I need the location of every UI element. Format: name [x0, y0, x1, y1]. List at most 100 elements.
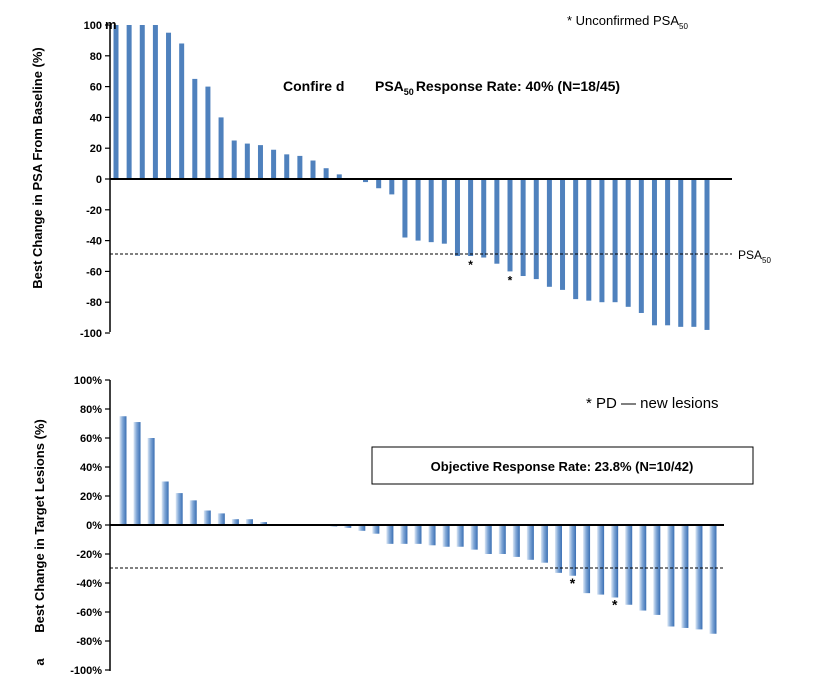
bar	[599, 179, 605, 303]
bar	[611, 525, 619, 598]
bottom-chart-y-ticks: 100% 80% 60% 40% 20% 0% -20% -40% -60% -80% -100%	[70, 375, 110, 677]
top-title-suffix: Response Rate: 40% (N=18/45)	[416, 78, 620, 94]
y-tick-label: 80	[90, 51, 102, 63]
bar	[625, 179, 631, 307]
top-chart-markers: **	[468, 258, 512, 287]
bar	[336, 174, 342, 179]
top-legend-note-sub: 50	[679, 22, 688, 31]
bar	[560, 179, 566, 290]
top-legend-note: * Unconfirmed PSA50	[567, 13, 688, 31]
unconfirmed-marker: *	[570, 575, 576, 591]
bar	[494, 179, 500, 264]
bar	[363, 179, 369, 183]
y-tick-label: -60%	[76, 607, 102, 619]
bar	[271, 149, 277, 179]
bar	[133, 422, 141, 525]
bar	[119, 416, 127, 525]
bar	[192, 78, 198, 179]
top-threshold-label-main: PSA	[738, 248, 762, 262]
bar	[203, 510, 211, 525]
bottom-title-box	[371, 446, 754, 485]
top-legend-note-text: * Unconfirmed PSA	[567, 13, 679, 28]
top-threshold-label: PSA50	[738, 248, 771, 265]
bar	[376, 179, 382, 189]
y-tick-label: -80%	[76, 636, 102, 648]
bar	[205, 86, 211, 179]
bar	[284, 154, 290, 179]
bar	[372, 525, 380, 534]
y-tick-label: -40%	[76, 578, 102, 590]
bottom-chart-markers: **	[570, 575, 618, 613]
bar	[533, 179, 539, 280]
bar	[569, 525, 577, 576]
bar	[586, 179, 592, 301]
y-tick-label: 0%	[86, 520, 102, 532]
y-tick-label: -100	[80, 328, 102, 340]
bottom-chart-bars	[119, 416, 717, 634]
bar	[139, 25, 145, 179]
bar	[218, 117, 224, 179]
bar	[297, 155, 303, 179]
bar	[468, 179, 474, 256]
bar	[470, 525, 478, 550]
bar	[231, 519, 239, 525]
bar	[520, 179, 526, 277]
bottom-y-axis-label-prefix: a	[32, 658, 47, 666]
bar	[113, 25, 119, 179]
y-tick-label: -20	[86, 205, 102, 217]
y-tick-label: -20%	[76, 549, 102, 561]
bar	[428, 525, 436, 546]
bar	[344, 525, 352, 528]
bar	[175, 493, 183, 525]
bar	[678, 179, 684, 327]
top-chart-bars	[113, 25, 710, 330]
bottom-chart: 100%80%60%40%20%0%-20%-40%-60%-80%-100% …	[32, 375, 754, 677]
bar	[126, 25, 132, 179]
bar	[456, 525, 464, 547]
bar	[414, 525, 422, 544]
y-tick-label: 60%	[80, 433, 102, 445]
bottom-y-axis-label: Best Change in Target Lesions (%)	[32, 419, 47, 633]
y-tick-label: 80%	[80, 404, 102, 416]
bar	[653, 525, 661, 615]
bar	[526, 525, 534, 560]
bar	[358, 525, 366, 531]
bar	[546, 179, 552, 287]
bar	[166, 32, 172, 180]
bar	[400, 525, 408, 544]
bar	[257, 145, 263, 179]
y-tick-label: -80	[86, 297, 102, 309]
unconfirmed-marker: *	[508, 273, 513, 287]
unconfirmed-marker: *	[612, 597, 618, 613]
bar	[573, 179, 579, 300]
y-tick-label: -40	[86, 236, 102, 248]
bar	[441, 179, 447, 244]
y-tick-label: 20%	[80, 491, 102, 503]
y-tick-label: 100	[84, 20, 102, 32]
bar	[651, 179, 657, 326]
bar	[625, 525, 633, 605]
y-tick-label: -100%	[70, 665, 102, 677]
bottom-chart-title: Objective Response Rate: 23.8% (N=10/42)	[431, 459, 694, 474]
bar	[583, 525, 591, 594]
bar	[323, 168, 329, 179]
y-tick-label: 60	[90, 82, 102, 94]
bar	[244, 143, 250, 179]
bar	[554, 525, 562, 573]
bar	[152, 25, 158, 179]
bar	[402, 179, 408, 238]
bar	[512, 525, 520, 557]
y-tick-label: -60	[86, 266, 102, 278]
bar	[540, 525, 548, 563]
bar	[189, 500, 197, 525]
bar	[386, 525, 394, 544]
top-title-psa: PSA	[375, 78, 404, 94]
bar	[415, 179, 421, 241]
top-corner-mark: m	[105, 17, 117, 32]
bar	[597, 525, 605, 595]
bar	[638, 179, 644, 313]
y-tick-label: 40	[90, 112, 102, 124]
bar	[259, 522, 267, 525]
